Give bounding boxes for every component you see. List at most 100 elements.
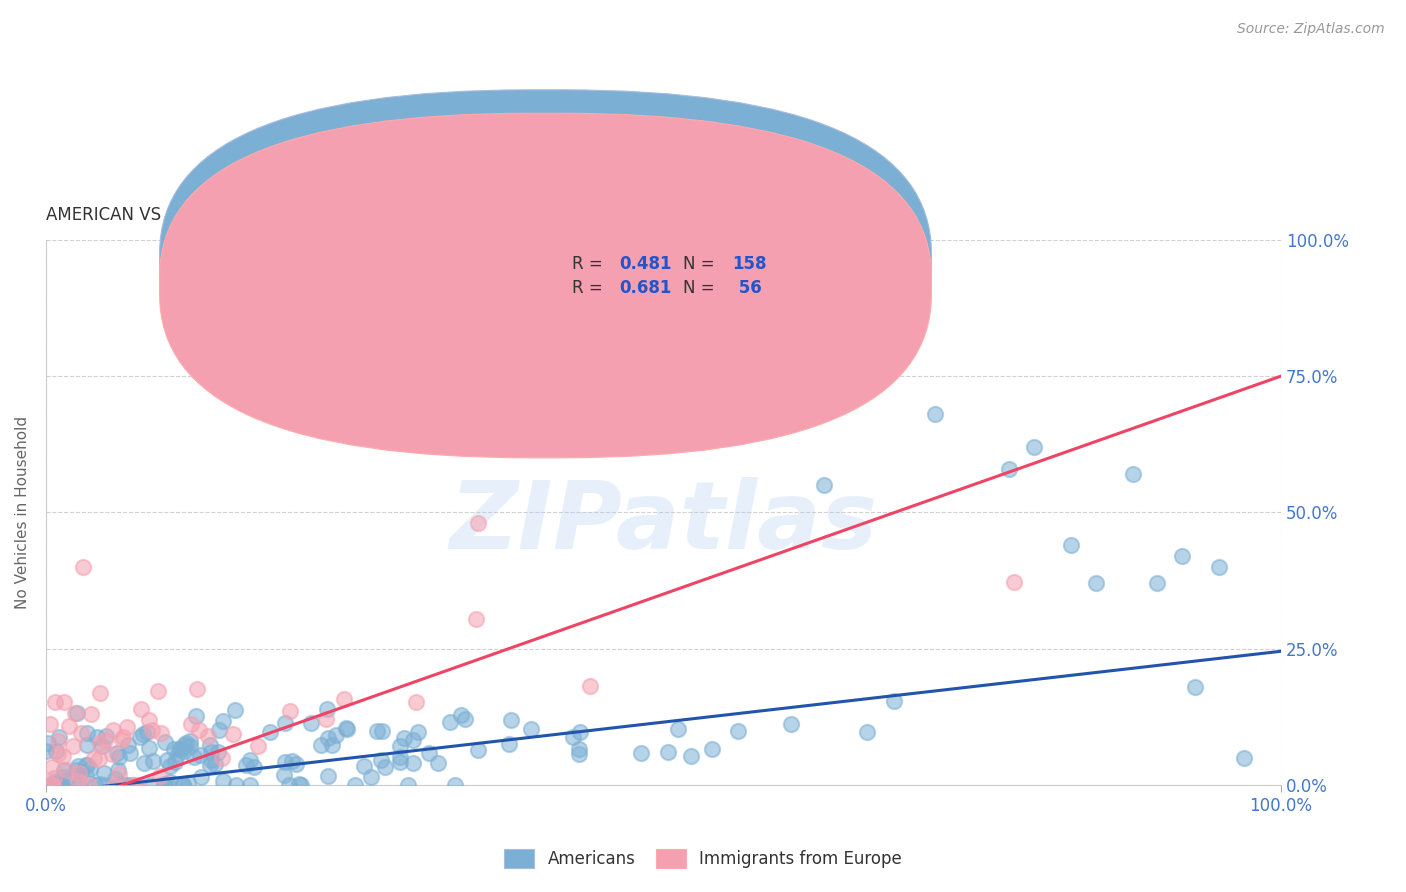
Point — [52, 770, 75, 784]
Point — [187, 723, 209, 738]
Point — [70, 725, 93, 739]
Point — [67, 774, 90, 789]
Point — [76, 757, 98, 772]
Point — [401, 733, 423, 747]
Point — [208, 723, 231, 737]
Point — [1233, 750, 1256, 764]
Point — [75, 769, 97, 783]
Point — [75, 757, 97, 772]
Point — [315, 701, 337, 715]
Point — [108, 767, 131, 781]
Point — [129, 702, 152, 716]
Point — [89, 777, 111, 791]
Point — [114, 778, 136, 792]
Point — [46, 747, 69, 761]
Text: N =: N = — [683, 279, 720, 297]
Point — [389, 749, 412, 764]
Point — [569, 725, 592, 739]
Point — [212, 714, 235, 729]
Point — [299, 716, 322, 731]
Point — [169, 741, 191, 756]
Point — [70, 765, 93, 780]
Point — [290, 778, 312, 792]
Point — [396, 778, 419, 792]
Point — [173, 744, 195, 758]
Point — [501, 713, 523, 727]
Point — [467, 516, 489, 531]
Point — [211, 774, 233, 789]
FancyBboxPatch shape — [160, 90, 931, 434]
Point — [235, 758, 257, 772]
Point — [153, 735, 176, 749]
Point — [67, 765, 90, 780]
Point — [42, 778, 65, 792]
Point — [165, 756, 187, 770]
Point — [87, 752, 110, 766]
Point — [172, 778, 194, 792]
Point — [287, 777, 309, 791]
Point — [243, 760, 266, 774]
Legend: Americans, Immigrants from Europe: Americans, Immigrants from Europe — [498, 842, 908, 875]
Point — [134, 756, 156, 770]
Text: 0.681: 0.681 — [619, 279, 672, 297]
Point — [1060, 538, 1083, 552]
Point — [94, 729, 117, 743]
Point — [318, 731, 340, 745]
Text: 0.481: 0.481 — [619, 255, 672, 274]
Point — [41, 778, 63, 792]
Point — [52, 763, 75, 777]
Point — [76, 725, 98, 739]
Point — [132, 727, 155, 741]
Point — [630, 746, 652, 760]
Point — [450, 708, 472, 723]
Point — [246, 739, 269, 753]
Point — [79, 762, 101, 776]
Point — [56, 763, 79, 777]
Point — [332, 692, 354, 706]
Point — [101, 747, 124, 761]
Point — [353, 759, 375, 773]
Point — [439, 715, 461, 730]
Point — [498, 737, 520, 751]
Point — [94, 732, 117, 747]
Point — [1002, 575, 1025, 590]
Point — [83, 778, 105, 792]
Point — [169, 742, 191, 756]
Point — [467, 742, 489, 756]
Point — [138, 778, 160, 792]
Point — [1022, 440, 1045, 454]
Point — [48, 730, 70, 744]
Point — [163, 742, 186, 756]
Point — [335, 722, 357, 736]
Point — [360, 770, 382, 784]
Point — [883, 694, 905, 708]
Point — [108, 749, 131, 764]
Point — [52, 695, 75, 709]
Point — [42, 774, 65, 789]
Point — [101, 723, 124, 737]
Point — [679, 748, 702, 763]
Point — [998, 461, 1021, 475]
Point — [568, 742, 591, 756]
Point — [561, 730, 583, 744]
Point — [186, 682, 208, 697]
Point — [727, 723, 749, 738]
Point — [142, 754, 165, 768]
Point — [86, 730, 108, 744]
FancyBboxPatch shape — [160, 113, 931, 458]
Point — [136, 724, 159, 739]
Point — [315, 712, 337, 726]
Point — [190, 770, 212, 784]
Point — [141, 723, 163, 738]
Point — [259, 725, 281, 739]
Point — [118, 747, 141, 761]
Point — [107, 763, 129, 777]
Point — [309, 738, 332, 752]
Point — [197, 729, 219, 743]
Point — [239, 753, 262, 767]
Point — [117, 778, 139, 792]
Point — [180, 717, 202, 731]
Point — [464, 612, 486, 626]
Point — [343, 778, 366, 792]
Point — [66, 759, 89, 773]
